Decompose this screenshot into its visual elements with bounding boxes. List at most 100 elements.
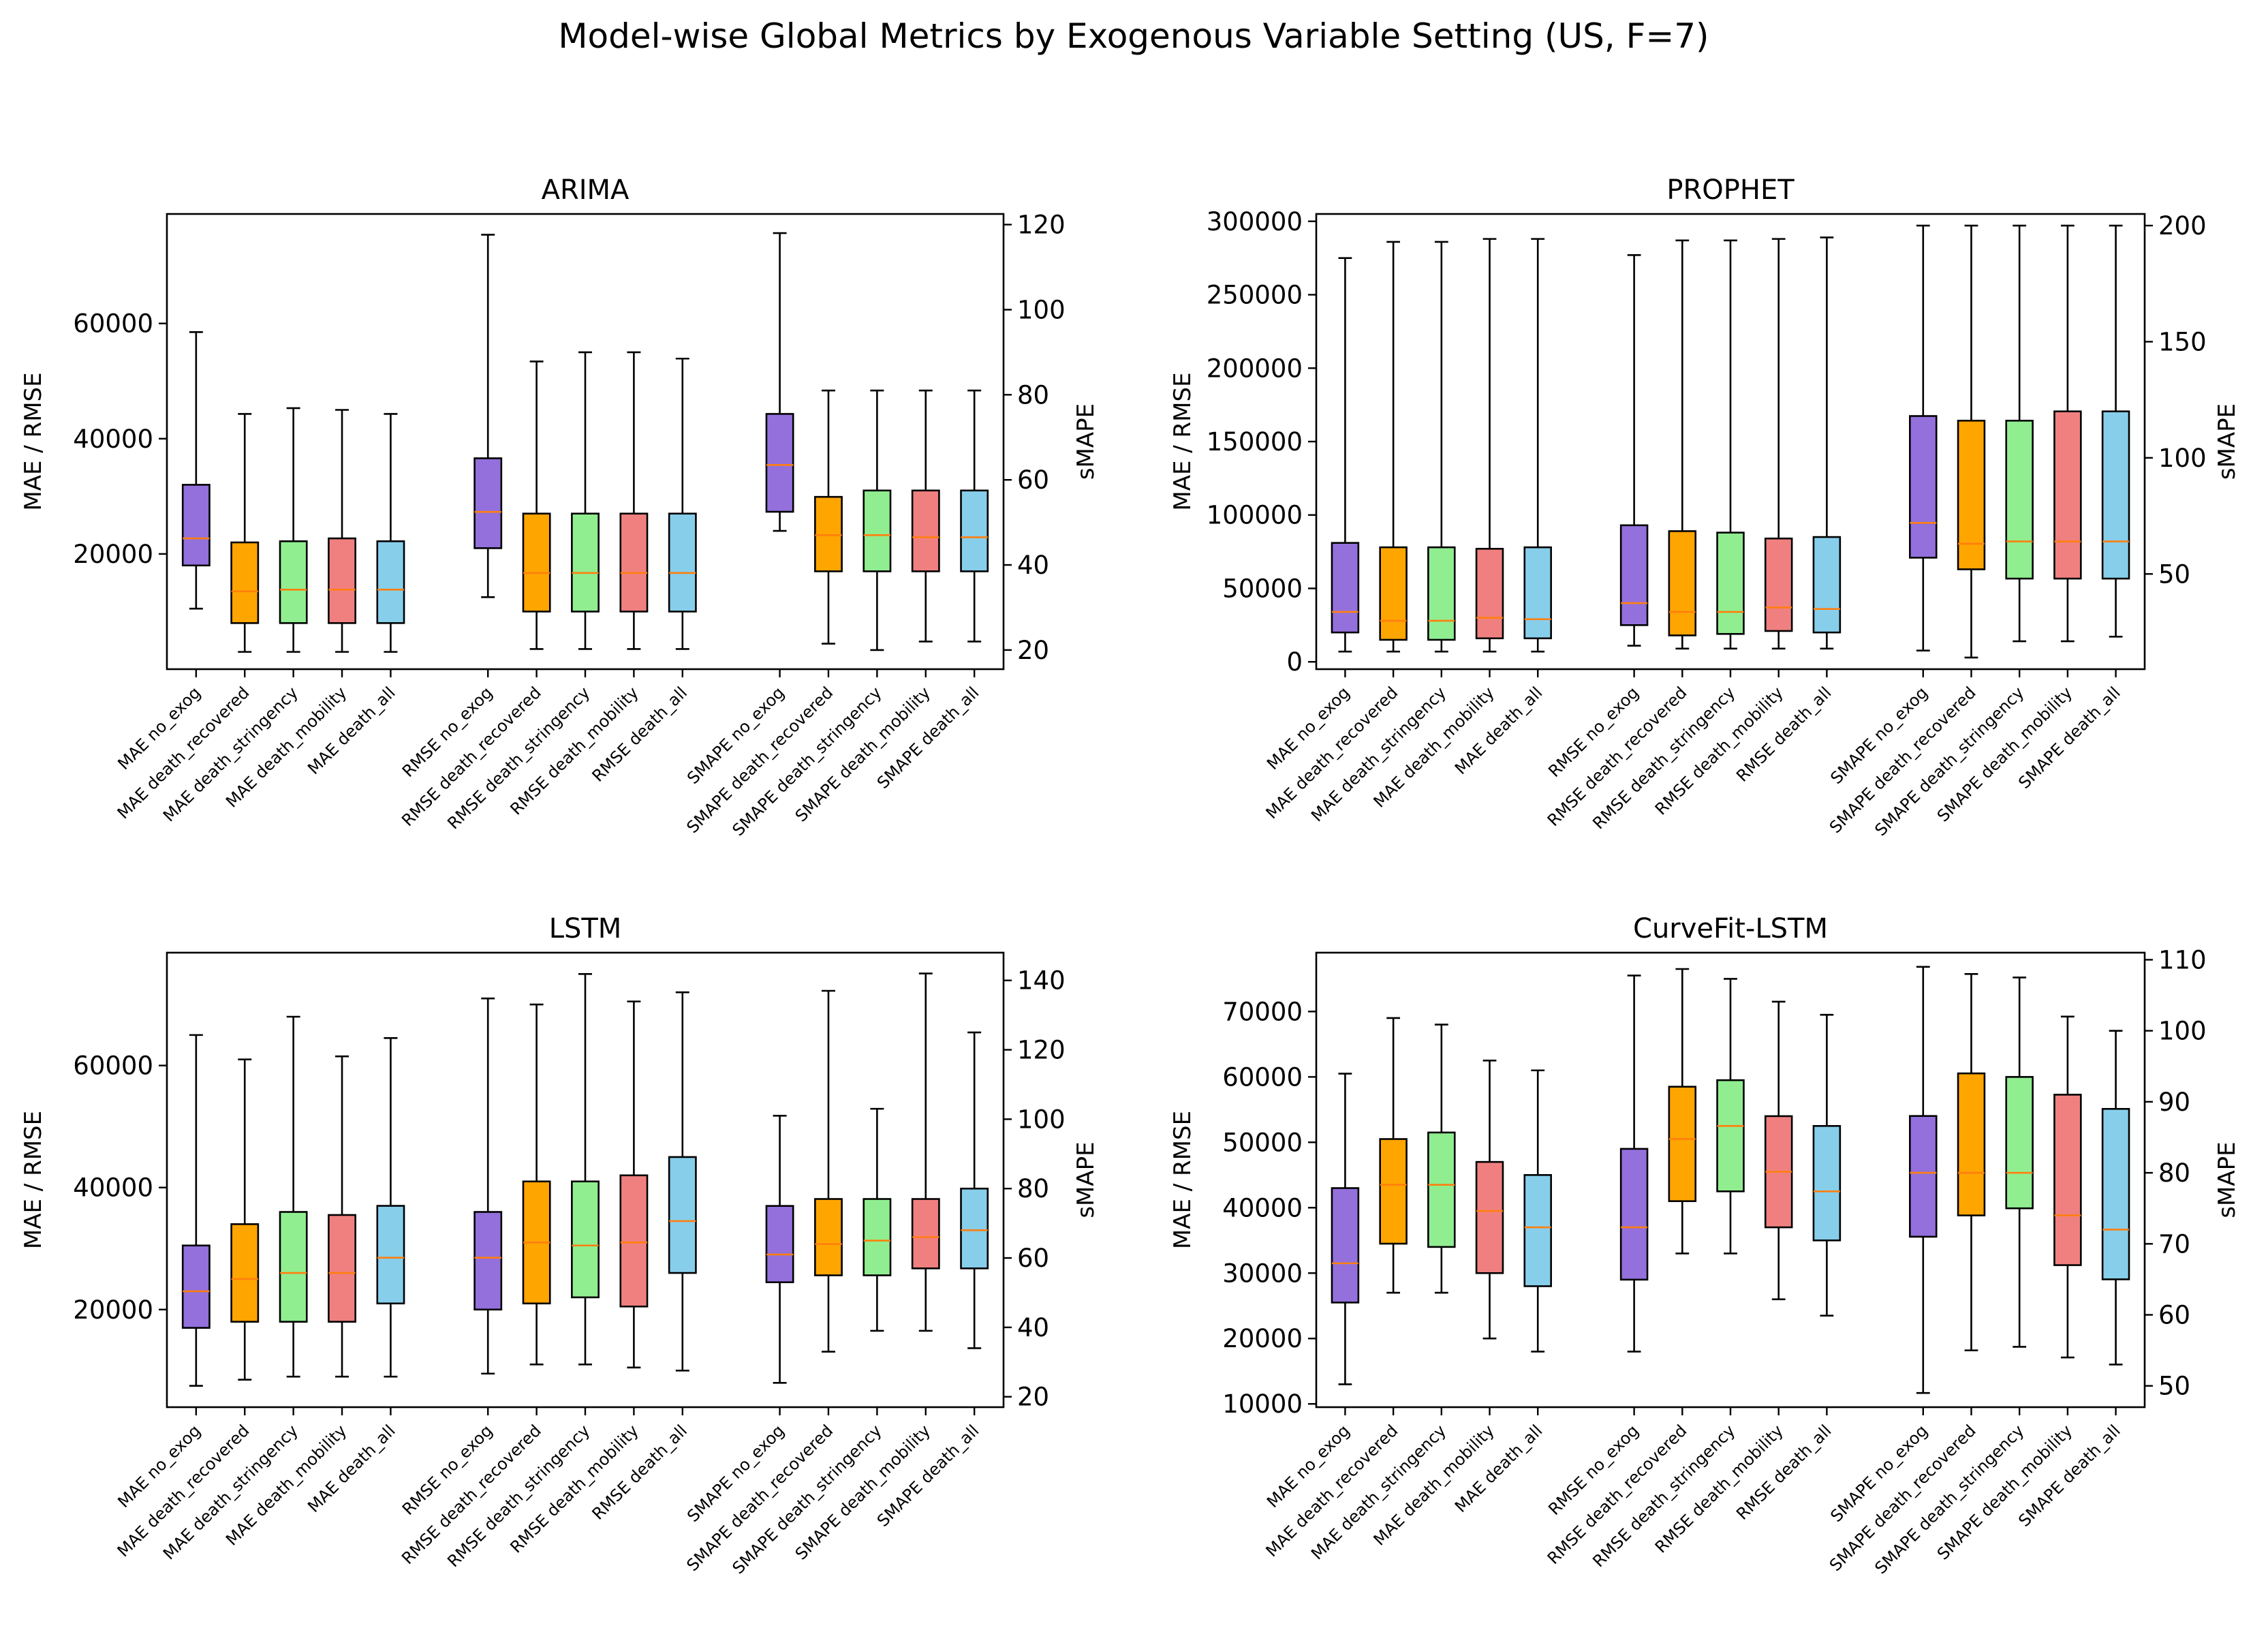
y-tick-label: 30000	[1222, 1259, 1303, 1288]
box-rmse-no-exog	[1619, 254, 1649, 647]
box-iqr	[279, 540, 308, 624]
box-rmse-death-all	[668, 991, 697, 1372]
y-tick-label: 50000	[1222, 574, 1303, 603]
y2-tick-label: 90	[2158, 1088, 2190, 1117]
y2-tick-label: 80	[2158, 1158, 2190, 1188]
box-smape-death-stringency	[2005, 224, 2034, 643]
box-smape-death-all	[960, 389, 989, 643]
panel-title: CurveFit-LSTM	[1633, 913, 1828, 944]
y2-tick-label: 140	[1017, 966, 1066, 996]
box-iqr	[1523, 1174, 1552, 1287]
plot-frame	[166, 951, 1005, 1409]
box-rmse-death-recovered	[1668, 968, 1697, 1255]
y2-tick-label: 40	[1017, 551, 1049, 580]
box-iqr	[619, 512, 649, 613]
y-tick-label: 300000	[1207, 207, 1303, 236]
box-iqr	[1475, 1160, 1504, 1274]
y2-tick-label: 110	[2158, 945, 2207, 974]
box-iqr	[1957, 420, 1986, 570]
box-iqr	[911, 489, 940, 572]
y-tick-label: 10000	[1222, 1389, 1303, 1419]
y-tick-label: 0	[1286, 647, 1303, 677]
box-rmse-death-all	[1812, 236, 1842, 650]
y2-tick-label: 50	[2158, 1372, 2190, 1401]
box-rmse-death-mobility	[619, 351, 649, 650]
box-iqr	[1812, 1125, 1842, 1242]
box-iqr	[1331, 1187, 1360, 1304]
box-smape-death-stringency	[863, 389, 892, 651]
y-tick-label: 250000	[1207, 281, 1303, 310]
box-iqr	[1668, 530, 1697, 636]
box-iqr	[1668, 1086, 1697, 1202]
box-mae-death-stringency	[279, 407, 308, 653]
box-smape-death-stringency	[2005, 977, 2034, 1348]
box-smape-no-exog	[765, 1115, 794, 1384]
box-iqr	[2005, 420, 2034, 580]
box-iqr	[2101, 410, 2130, 580]
box-iqr	[765, 413, 794, 513]
y2-tick-label: 100	[2158, 444, 2207, 473]
box-mae-death-stringency	[279, 1015, 308, 1378]
box-iqr	[2101, 1107, 2130, 1280]
figure-title: Model-wise Global Metrics by Exogenous V…	[558, 16, 1709, 56]
y-tick-label: 70000	[1222, 997, 1303, 1026]
y2-tick-label: 120	[1017, 1036, 1066, 1065]
box-iqr	[1427, 1131, 1456, 1248]
box-rmse-no-exog	[1619, 974, 1649, 1353]
plot-frame	[1315, 213, 2146, 671]
box-rmse-death-recovered	[1668, 239, 1697, 650]
box-iqr	[376, 1205, 405, 1305]
panel-title: LSTM	[549, 913, 622, 944]
y2-tick-label: 60	[2158, 1301, 2190, 1330]
box-iqr	[1957, 1072, 1986, 1216]
x-tick-label: MAE death_all	[1451, 1421, 1547, 1516]
box-iqr	[1619, 1148, 1649, 1281]
box-iqr	[2005, 1076, 2034, 1210]
box-mae-death-mobility	[1475, 238, 1504, 653]
y2-tick-label: 60	[1017, 1244, 1049, 1273]
y2-tick-label: 80	[1017, 1174, 1049, 1203]
y2-tick-label: 200	[2158, 211, 2207, 241]
box-smape-death-mobility	[2053, 1015, 2082, 1359]
box-smape-no-exog	[1909, 966, 1938, 1394]
box-iqr	[814, 495, 843, 572]
box-mae-death-mobility	[1475, 1060, 1504, 1340]
y-tick-label: 60000	[1222, 1062, 1303, 1092]
y2-tick-label: 70	[2158, 1229, 2190, 1259]
y2-tick-label: 20	[1017, 636, 1049, 665]
y2-tick-label: 100	[1017, 295, 1066, 324]
box-mae-death-all	[376, 413, 405, 653]
box-mae-death-recovered	[230, 1058, 260, 1381]
y2-tick-label: 60	[1017, 465, 1049, 495]
box-iqr	[1475, 548, 1504, 640]
box-rmse-no-exog	[473, 997, 503, 1375]
box-rmse-death-mobility	[619, 1000, 649, 1369]
panel-lstm: LSTM 20000 40000 60000 20 40 60 80 100 120 140 MAE …	[20, 913, 1100, 1578]
panel-title: PROPHET	[1666, 174, 1795, 206]
box-rmse-death-stringency	[1716, 239, 1745, 650]
y-tick-label: 40000	[1222, 1193, 1303, 1222]
plot-frame	[1315, 951, 2146, 1409]
box-iqr	[911, 1198, 940, 1270]
box-iqr	[230, 541, 260, 624]
box-rmse-death-all	[668, 357, 697, 650]
box-iqr	[1716, 1079, 1745, 1193]
box-mae-death-stringency	[1427, 1024, 1456, 1294]
y-axis-label: MAE / RMSE	[1169, 372, 1196, 510]
y-tick-label: 60000	[73, 1051, 153, 1081]
box-iqr	[181, 1244, 211, 1329]
box-iqr	[1764, 537, 1793, 632]
box-mae-death-recovered	[230, 413, 260, 653]
box-smape-death-mobility	[911, 389, 940, 643]
box-smape-death-all	[2101, 1030, 2130, 1366]
y-tick-label: 40000	[73, 425, 153, 454]
box-iqr	[279, 1211, 308, 1323]
x-tick-label: MAE no_exog	[114, 683, 204, 773]
y2-axis-label: sMAPE	[2213, 1141, 2241, 1218]
box-iqr	[863, 489, 892, 572]
box-rmse-no-exog	[473, 234, 503, 598]
x-tick-label: MAE no_exog	[1263, 683, 1354, 773]
y2-axis-label: sMAPE	[2213, 403, 2241, 480]
box-smape-death-recovered	[814, 389, 843, 645]
box-mae-no-exog	[1331, 1073, 1360, 1385]
